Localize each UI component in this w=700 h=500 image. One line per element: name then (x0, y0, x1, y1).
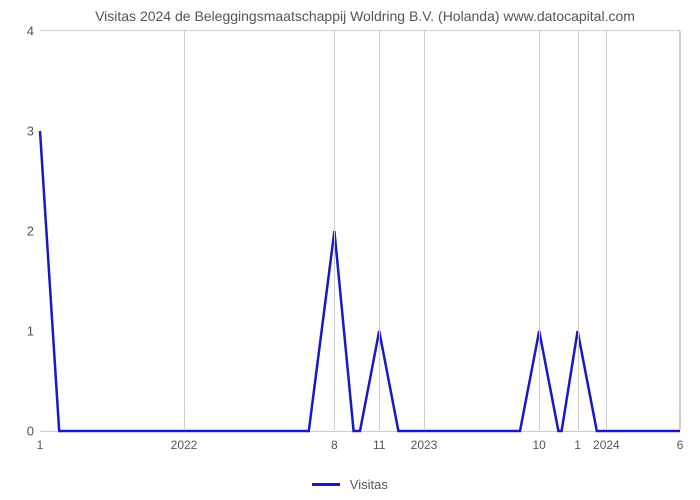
legend-swatch (312, 483, 340, 486)
legend: Visitas (0, 476, 700, 492)
x-tick: 11 (373, 438, 385, 452)
grid-line-vertical (334, 31, 335, 430)
y-tick: 3 (10, 124, 34, 139)
grid-line-vertical (184, 31, 185, 430)
grid-line-vertical (680, 31, 681, 430)
x-tick: 2023 (411, 438, 438, 452)
grid-line-vertical (424, 31, 425, 430)
line-series (40, 31, 680, 431)
legend-label: Visitas (350, 477, 388, 492)
x-tick: 2022 (171, 438, 198, 452)
grid-line-vertical (578, 31, 579, 430)
y-tick: 1 (10, 324, 34, 339)
x-tick: 1 (37, 438, 44, 452)
x-tick: 8 (331, 438, 338, 452)
chart-title: Visitas 2024 de Beleggingsmaatschappij W… (40, 8, 690, 24)
x-tick: 2024 (593, 438, 620, 452)
y-tick: 4 (10, 24, 34, 39)
grid-line-vertical (606, 31, 607, 430)
x-tick: 1 (574, 438, 581, 452)
y-tick: 0 (10, 424, 34, 439)
plot-area: 0123412022811202310120246 (40, 30, 680, 430)
x-tick: 10 (533, 438, 546, 452)
grid-line-vertical (539, 31, 540, 430)
x-tick: 6 (677, 438, 684, 452)
visits-chart: Visitas 2024 de Beleggingsmaatschappij W… (0, 0, 700, 500)
y-tick: 2 (10, 224, 34, 239)
grid-line-vertical (379, 31, 380, 430)
